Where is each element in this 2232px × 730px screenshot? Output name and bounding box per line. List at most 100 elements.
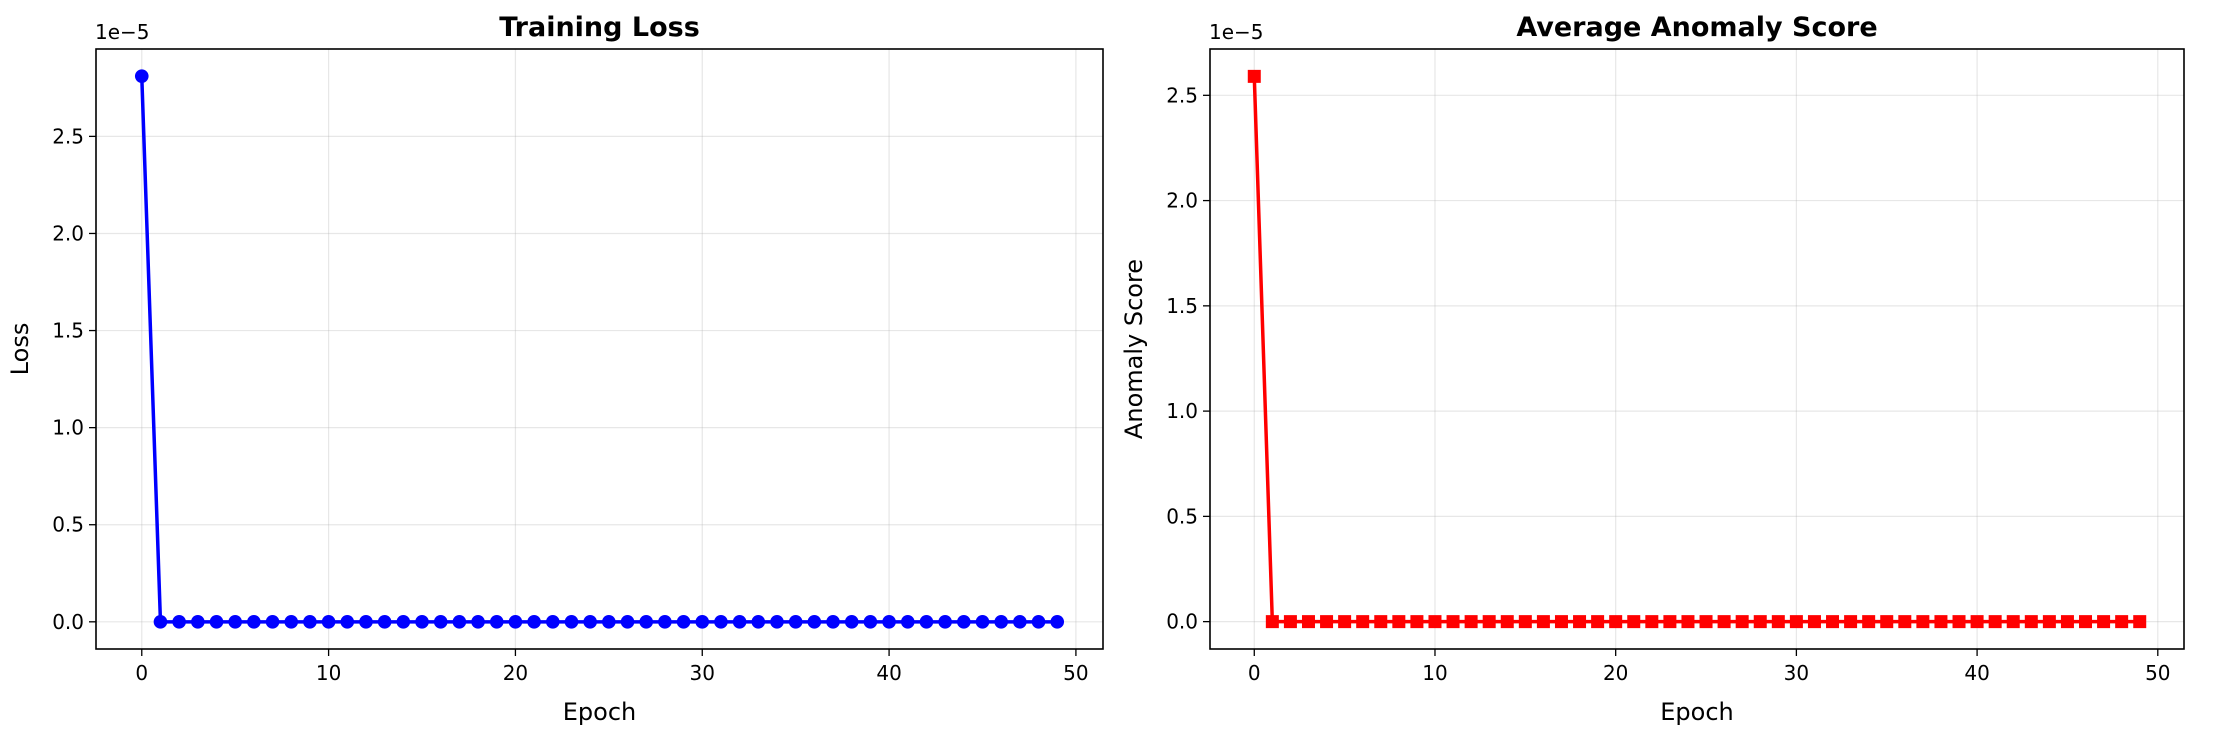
data-point xyxy=(1554,615,1568,629)
y-offset-label: 1e−5 xyxy=(1209,20,1264,44)
data-point xyxy=(247,615,261,629)
plot-frame xyxy=(95,48,1104,650)
data-point xyxy=(1916,615,1930,629)
data-point xyxy=(770,615,784,629)
x-tick-label: 0 xyxy=(1248,661,1261,685)
data-point xyxy=(639,615,654,629)
data-point xyxy=(1247,69,1261,83)
y-tick-label: 2.0 xyxy=(1166,189,1198,213)
data-point xyxy=(433,615,448,629)
data-point xyxy=(452,615,467,629)
data-point xyxy=(1428,615,1442,629)
data-point xyxy=(209,615,224,629)
data-point xyxy=(658,615,672,629)
y-offset-label: 1e−5 xyxy=(95,20,150,44)
data-point xyxy=(620,615,635,629)
data-point xyxy=(602,615,616,629)
data-point xyxy=(527,615,541,629)
data-point xyxy=(1880,615,1894,629)
data-point xyxy=(508,615,523,629)
data-point xyxy=(1301,615,1315,629)
data-point xyxy=(1050,615,1065,629)
data-point xyxy=(1988,615,2002,629)
data-point xyxy=(1265,615,1279,629)
data-point xyxy=(1862,615,1876,629)
y-tick-label: 2.5 xyxy=(1166,83,1198,107)
data-point xyxy=(1464,615,1478,629)
y-tick-label: 0.5 xyxy=(1166,504,1198,528)
series-line xyxy=(140,76,1058,624)
data-point xyxy=(1518,615,1532,629)
x-tick-label: 20 xyxy=(503,661,528,685)
data-point xyxy=(751,615,766,629)
y-tick-label: 1.5 xyxy=(1166,294,1198,318)
data-point xyxy=(826,615,840,629)
x-tick-label: 50 xyxy=(1063,661,1088,685)
data-point xyxy=(1320,615,1334,629)
data-point xyxy=(2133,615,2147,629)
data-point xyxy=(172,615,186,629)
data-point xyxy=(1952,615,1966,629)
data-point xyxy=(1645,615,1659,629)
data-point xyxy=(1681,615,1695,629)
data-point xyxy=(863,615,878,629)
y-tick-label: 0.0 xyxy=(52,610,84,634)
data-point xyxy=(340,615,355,629)
x-tick-label: 40 xyxy=(876,661,901,685)
data-point xyxy=(1482,615,1496,629)
data-point xyxy=(321,615,336,629)
data-point xyxy=(228,615,242,629)
data-point xyxy=(919,615,934,629)
data-point xyxy=(471,615,485,629)
data-point xyxy=(1789,615,1803,629)
data-point xyxy=(1356,615,1370,629)
x-axis-label: Epoch xyxy=(563,698,637,726)
y-tick-label: 1.0 xyxy=(1166,399,1198,423)
data-point xyxy=(1898,615,1912,629)
y-axis-label: Loss xyxy=(6,323,34,376)
y-tick-label: 1.0 xyxy=(52,416,84,440)
y-tick-label: 2.0 xyxy=(52,221,84,245)
data-point xyxy=(676,615,691,629)
data-point xyxy=(2024,615,2038,629)
y-axis-label: Anomaly Score xyxy=(1120,259,1148,439)
data-point xyxy=(1338,615,1352,629)
data-point xyxy=(1013,615,1027,629)
data-point xyxy=(1826,615,1840,629)
data-point xyxy=(191,615,205,629)
data-point xyxy=(1283,615,1297,629)
data-point xyxy=(2060,615,2074,629)
y-tick-label: 0.0 xyxy=(1166,610,1198,634)
data-point xyxy=(265,615,280,629)
data-point xyxy=(714,615,728,629)
data-point xyxy=(489,615,504,629)
x-tick-label: 40 xyxy=(1964,661,1989,685)
data-point xyxy=(1753,615,1767,629)
data-point xyxy=(2079,615,2093,629)
data-point xyxy=(994,615,1008,629)
x-tick-label: 30 xyxy=(690,661,715,685)
x-tick-label: 20 xyxy=(1603,661,1628,685)
data-point xyxy=(882,615,896,629)
data-point xyxy=(396,615,411,629)
x-axis-label: Epoch xyxy=(1660,698,1734,726)
data-point xyxy=(359,615,373,629)
y-tick-label: 0.5 xyxy=(52,513,84,537)
data-point xyxy=(1500,615,1514,629)
data-point xyxy=(732,615,747,629)
x-tick-label: 10 xyxy=(316,661,341,685)
data-point xyxy=(2115,615,2129,629)
data-point xyxy=(807,615,822,629)
y-tick-label: 1.5 xyxy=(52,319,84,343)
data-point xyxy=(1699,615,1713,629)
data-point xyxy=(957,615,971,629)
data-point xyxy=(1627,615,1641,629)
data-point xyxy=(415,615,429,629)
data-point xyxy=(1031,615,1046,629)
data-point xyxy=(1844,615,1858,629)
chart-panel-1: 0 10 20 30 40 50 0.0 0.5 1.0 1.5 2.0 2.5 Training Lo… xyxy=(6,12,1104,726)
data-point xyxy=(1663,615,1677,629)
series-line xyxy=(1252,76,2140,624)
data-point xyxy=(583,615,597,629)
x-tick-label: 10 xyxy=(1422,661,1447,685)
